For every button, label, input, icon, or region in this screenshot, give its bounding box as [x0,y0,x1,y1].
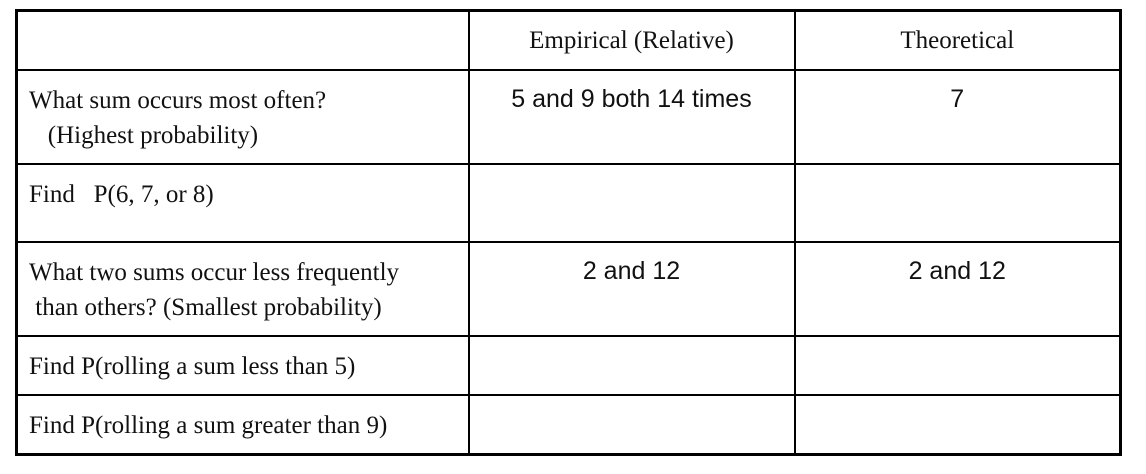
table-row: What sum occurs most often? (Highest pro… [15,68,1122,165]
header-theoretical-label: Theoretical [900,27,1015,54]
theoretical-answer [796,396,1120,407]
theoretical-answer-cell[interactable]: 7 [793,68,1122,165]
header-empirical: Empirical (Relative) [467,9,796,71]
empirical-answer [470,396,794,407]
empirical-answer: 2 and 12 [582,256,681,285]
table-row: Find P(6, 7, or 8) [15,162,1122,243]
header-corner-cell [15,9,470,71]
question-text: What two sums occur less frequently than… [29,258,400,321]
theoretical-answer: 7 [950,84,965,113]
question-cell: Find P(rolling a sum greater than 9) [15,393,470,456]
empirical-answer-cell[interactable]: 5 and 9 both 14 times [467,68,796,165]
header-empirical-label: Empirical (Relative) [529,27,734,54]
question-cell: Find P(rolling a sum less than 5) [15,334,470,396]
empirical-answer-cell[interactable]: 2 and 12 [467,240,796,337]
question-text: Find P(6, 7, or 8) [29,180,214,208]
question-text: What sum occurs most often? (Highest pro… [29,86,327,149]
question-cell: What two sums occur less frequently than… [15,240,470,337]
table-row: What two sums occur less frequently than… [15,240,1122,337]
theoretical-answer-cell[interactable] [793,393,1122,456]
theoretical-answer: 2 and 12 [908,256,1006,285]
question-cell: What sum occurs most often? (Highest pro… [15,68,470,165]
header-corner-label [18,12,468,23]
question-text: Find P(rolling a sum less than 5) [29,352,356,380]
table-row: Find P(rolling a sum less than 5) [15,334,1122,396]
theoretical-answer [796,337,1120,348]
theoretical-answer-cell[interactable] [793,334,1122,396]
question-text: Find P(rolling a sum greater than 9) [29,411,388,439]
table-row: Find P(rolling a sum greater than 9) [15,393,1122,456]
empirical-answer-cell[interactable] [467,162,796,243]
question-cell: Find P(6, 7, or 8) [15,162,470,243]
empirical-answer-cell[interactable] [467,334,796,396]
theoretical-answer-cell[interactable] [793,162,1122,243]
probability-comparison-table: Empirical (Relative) Theoretical What su… [15,9,1122,456]
empirical-answer: 5 and 9 both 14 times [511,84,752,113]
header-theoretical: Theoretical [793,9,1122,71]
theoretical-answer-cell[interactable]: 2 and 12 [793,240,1122,337]
theoretical-answer [796,165,1120,176]
empirical-answer-cell[interactable] [467,393,796,456]
empirical-answer [470,165,794,176]
header-row: Empirical (Relative) Theoretical [15,9,1122,71]
empirical-answer [470,337,794,348]
